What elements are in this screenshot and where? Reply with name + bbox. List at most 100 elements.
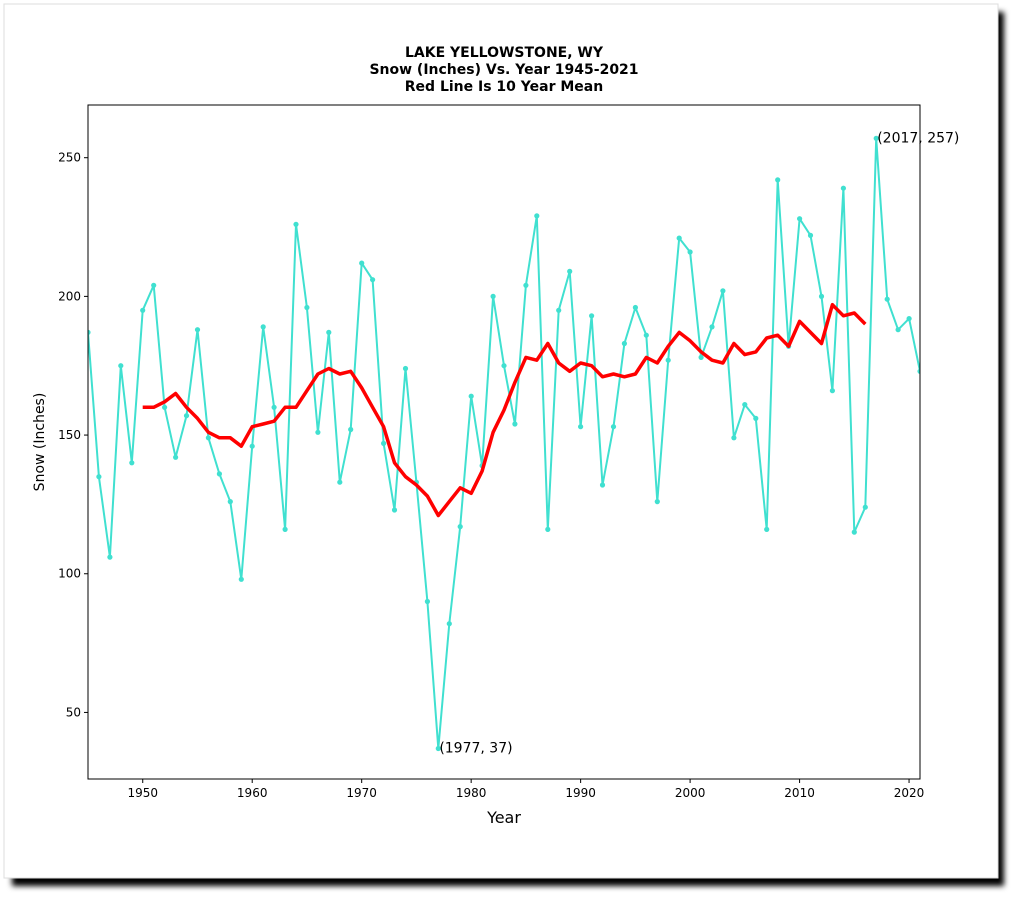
- snow-data-point: [797, 216, 803, 222]
- snow-data-point: [249, 443, 255, 449]
- snow-data-point: [654, 499, 660, 505]
- x-tick-label: 1950: [127, 786, 158, 800]
- snow-data-point: [632, 304, 639, 311]
- title-line-1: LAKE YELLOWSTONE, WY: [405, 45, 604, 61]
- snow-data-point: [315, 429, 321, 435]
- y-tick-label: 150: [58, 428, 81, 442]
- snow-data-point: [183, 413, 190, 419]
- axes-frame: [87, 104, 921, 780]
- snow-data-point: [359, 260, 365, 266]
- y-tick-label: 250: [58, 151, 81, 165]
- x-tick-label: 2010: [784, 786, 815, 800]
- snow-data-point: [446, 621, 452, 627]
- snow-data-point: [840, 185, 847, 191]
- snow-data-point: [370, 277, 376, 283]
- snow-data-point: [621, 340, 628, 347]
- snow-data-point: [129, 460, 135, 466]
- snow-data-point: [490, 293, 496, 299]
- snow-data-point: [194, 327, 201, 333]
- snow-data-point: [829, 388, 836, 394]
- x-tick-label: 2000: [675, 786, 706, 800]
- snow-data-point: [402, 365, 409, 372]
- snow-data-point: [567, 268, 573, 274]
- snow-data-point: [88, 329, 91, 335]
- snow-data-point: [545, 526, 551, 533]
- snow-data-point: [775, 177, 781, 183]
- snow-data-point: [216, 471, 222, 477]
- snow-data-point: [337, 479, 343, 485]
- snow-data-point: [501, 363, 507, 369]
- snow-data-point: [260, 324, 266, 330]
- snow-data-point: [435, 745, 441, 752]
- snow-data-point: [731, 435, 737, 441]
- snow-data-point: [282, 526, 288, 533]
- y-axis-label: Snow (Inches): [32, 393, 48, 492]
- snow-data-point: [205, 435, 211, 441]
- snow-data-point: [698, 354, 704, 360]
- snow-data-point: [742, 402, 748, 408]
- snow-data-point: [293, 221, 299, 227]
- snow-data-point: [643, 332, 649, 338]
- snow-data-point: [556, 307, 562, 313]
- title-line-2: Snow (Inches) Vs. Year 1945-2021: [369, 62, 638, 78]
- snow-data-point: [709, 324, 715, 330]
- snow-data-point: [676, 235, 682, 241]
- y-tick-label: 50: [66, 705, 81, 719]
- snow-data-point: [173, 454, 179, 460]
- plot-area: 1950 1960 1970 1980 1990 2000 2010 2020 50 100 150…: [58, 104, 959, 800]
- title-line-3: Red Line Is 10 Year Mean: [405, 79, 603, 95]
- data-layer: [88, 135, 920, 752]
- snow-data-point: [96, 474, 102, 480]
- snow-data-point: [720, 288, 726, 294]
- snow-data-point: [807, 232, 814, 238]
- snow-data-point: [873, 135, 879, 141]
- snow-data-point: [348, 426, 354, 433]
- snow-data-point: [118, 363, 124, 369]
- ten-year-mean-line: [142, 302, 867, 518]
- x-tick-label: 1980: [456, 786, 487, 800]
- snow-data-point: [512, 421, 518, 427]
- x-tick-label: 1990: [565, 786, 596, 800]
- snow-data-point: [140, 307, 146, 313]
- snow-data-point: [326, 329, 332, 335]
- snow-data-point: [578, 424, 584, 430]
- snow-data-point: [227, 499, 233, 505]
- frame-background: [3, 3, 999, 879]
- snow-data-point: [468, 393, 474, 399]
- snow-data-point: [381, 440, 387, 446]
- snow-data-point: [884, 296, 890, 302]
- point-annotation: (2017, 257): [877, 130, 959, 146]
- x-tick-label: 1970: [346, 786, 377, 800]
- snow-data-point: [687, 249, 693, 255]
- snow-data-point: [238, 576, 244, 582]
- snow-data-point: [523, 282, 529, 288]
- snow-data-point: [862, 504, 868, 510]
- snow-data-point: [917, 368, 920, 374]
- snow-data-point: [895, 327, 901, 333]
- x-axis-label: Year: [486, 808, 521, 827]
- snow-data-point: [589, 313, 595, 319]
- snow-data-point: [851, 529, 857, 535]
- snow-data-point: [107, 554, 113, 560]
- snow-data-point: [665, 357, 671, 363]
- snow-data-point: [534, 213, 540, 219]
- x-tick-label: 1960: [237, 786, 268, 800]
- chart-title: LAKE YELLOWSTONE, WY Snow (Inches) Vs. Y…: [369, 45, 638, 95]
- snow-data-point: [764, 526, 770, 533]
- snow-data-point: [457, 524, 463, 530]
- snow-data-point: [610, 424, 617, 430]
- snow-data-point: [753, 415, 759, 421]
- snow-data-point: [818, 293, 825, 299]
- y-tick-label: 100: [58, 567, 81, 581]
- snow-data-point: [599, 482, 606, 488]
- snow-data-point: [304, 304, 310, 311]
- snow-data-point: [391, 507, 398, 513]
- point-annotation: (1977, 37): [439, 740, 512, 756]
- x-tick-label: 2020: [894, 786, 925, 800]
- snow-data-point: [906, 316, 912, 322]
- snow-data-point: [151, 282, 157, 288]
- snow-data-point: [424, 598, 430, 605]
- snow-data-point: [162, 404, 168, 410]
- y-tick-label: 200: [58, 289, 81, 303]
